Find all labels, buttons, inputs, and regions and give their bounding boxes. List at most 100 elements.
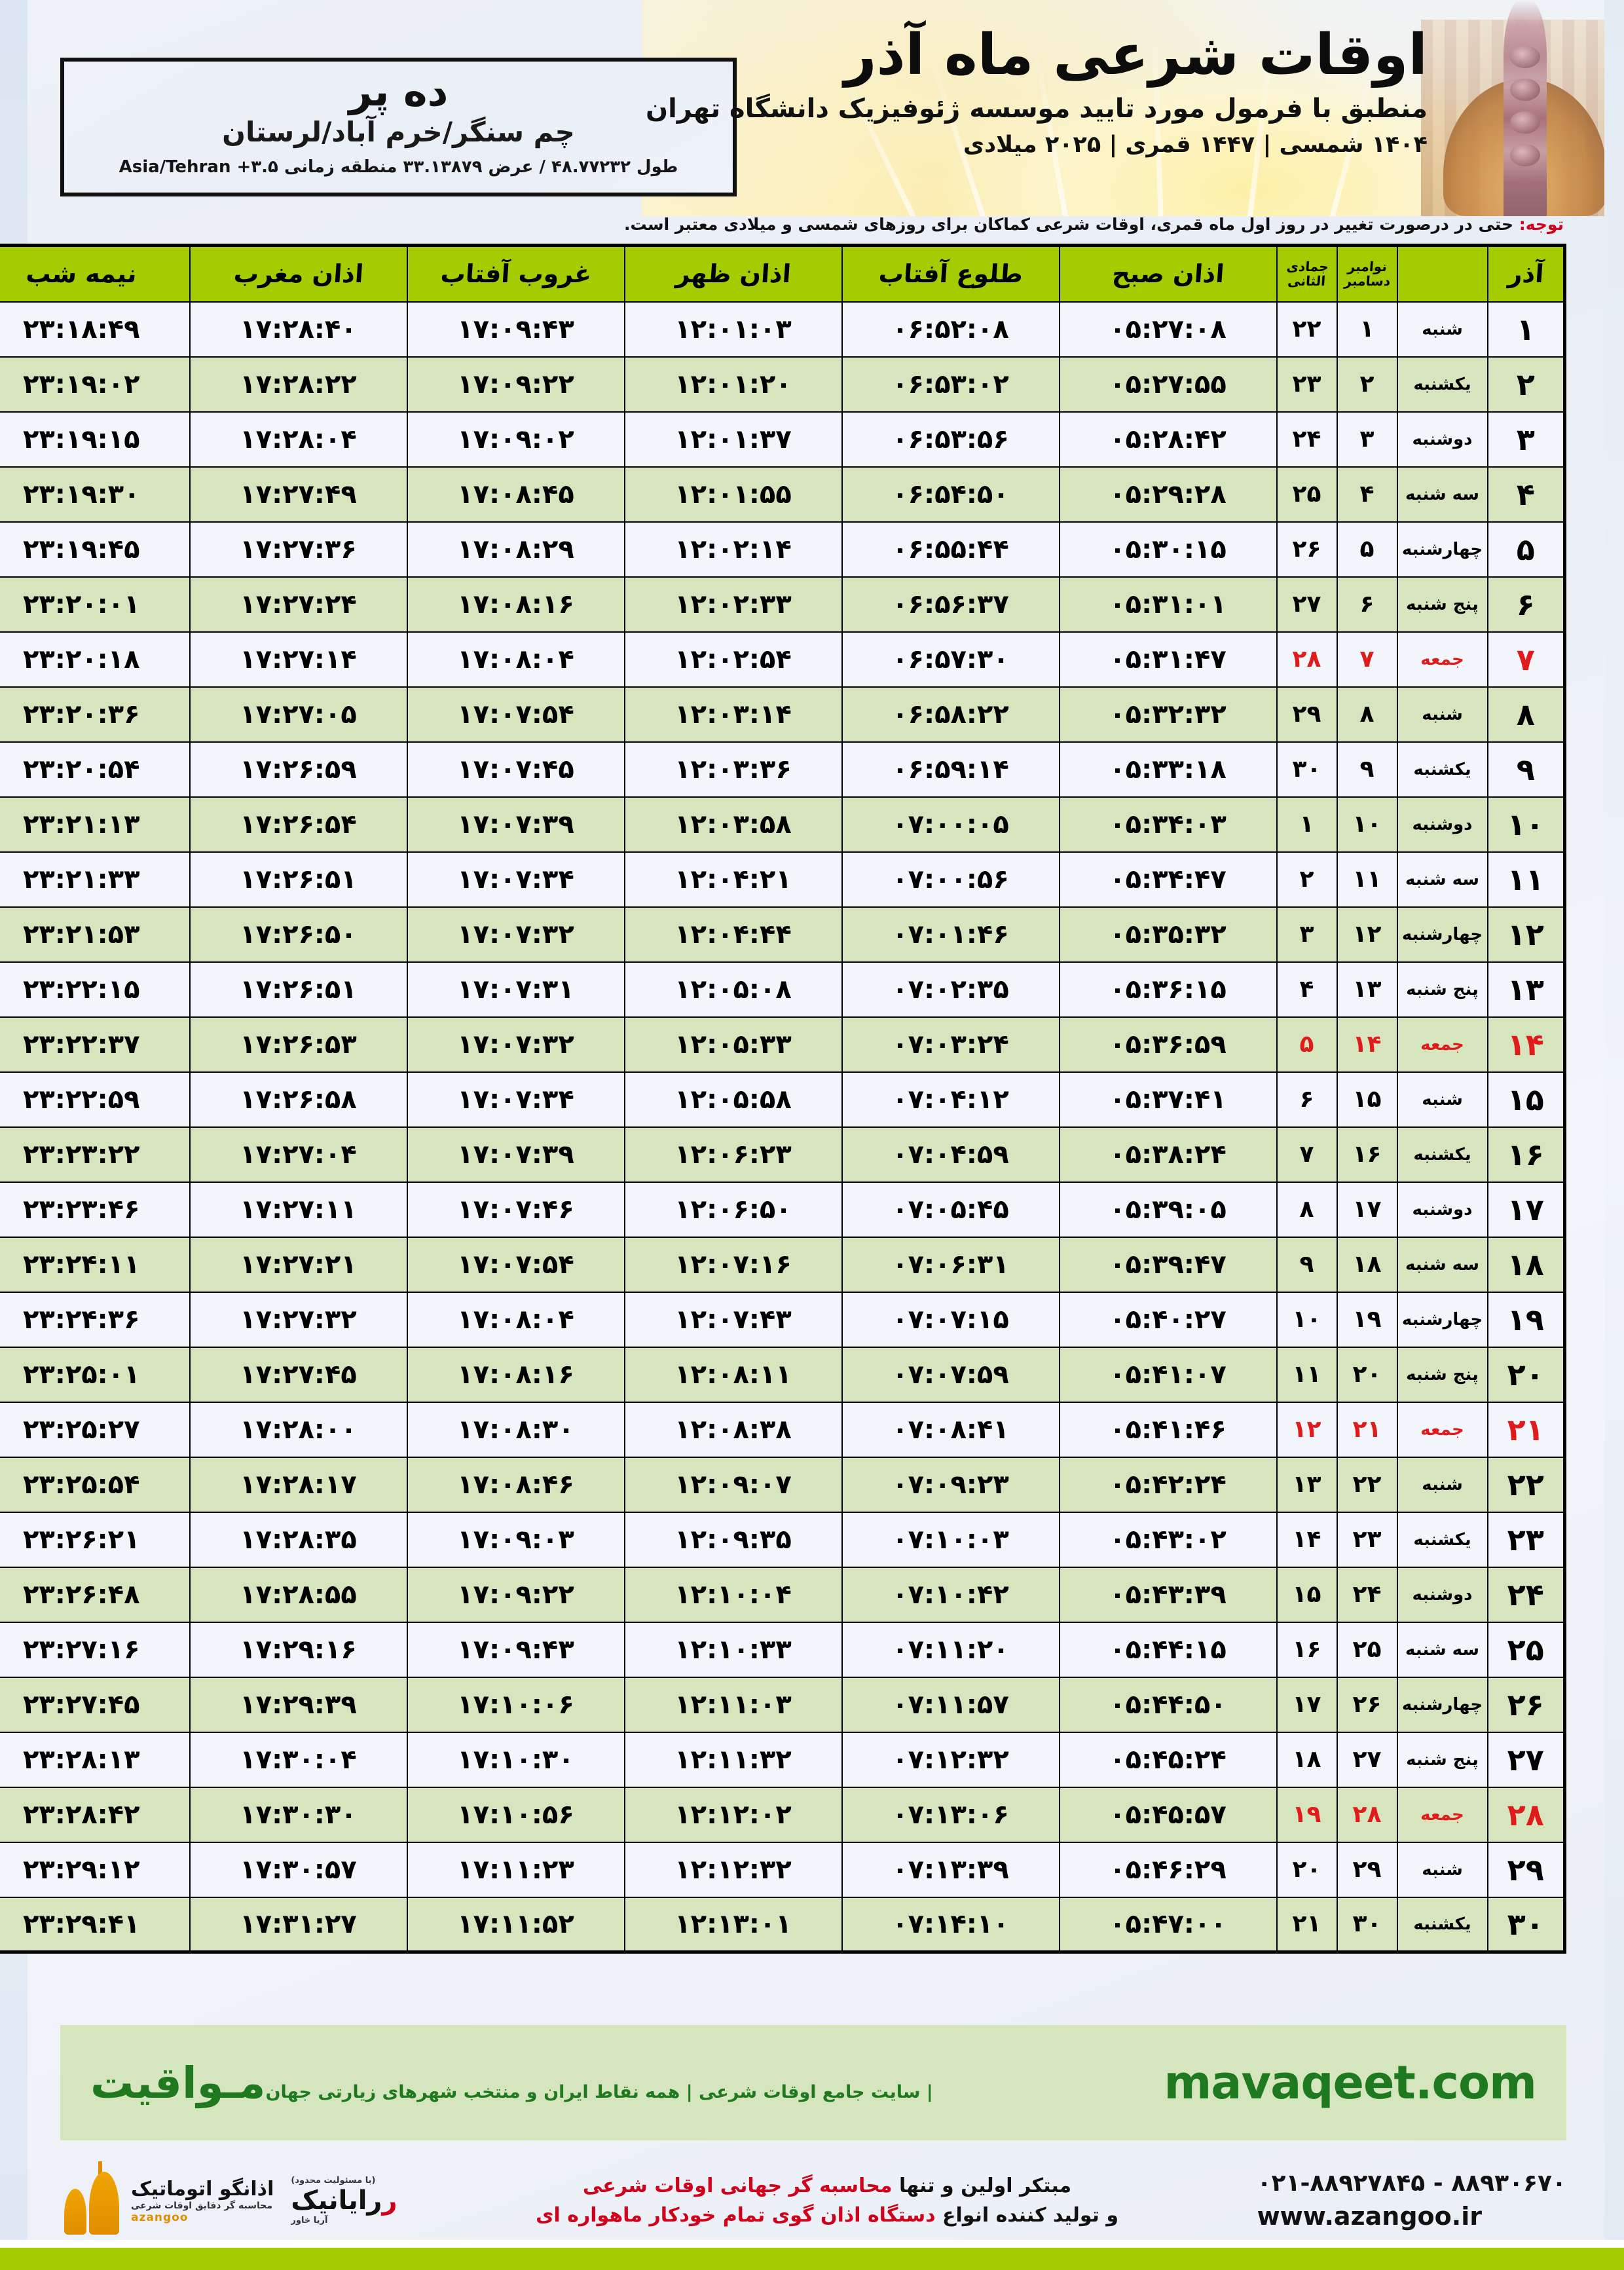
cell-sunrise: ۰۷:۱۲:۳۲ (841, 1731, 1060, 1788)
cell-hijri: ۲۲ (1276, 301, 1338, 358)
azangoo-tower-small (64, 2189, 87, 2235)
cell-sunset: ۱۷:۰۸:۱۶ (406, 1346, 625, 1403)
cell-fajr: ۰۵:۳۵:۳۲ (1058, 906, 1278, 963)
cell-sunrise: ۰۷:۰۴:۱۲ (841, 1071, 1060, 1128)
cell-weekday: شنبه (1396, 1456, 1488, 1513)
cell-hijri: ۱ (1276, 796, 1338, 853)
cell-weekday: یکشنبه (1396, 1511, 1488, 1568)
promo-block: مبتکر اولین و تنها محاسبه گر جهانی اوقات… (536, 2171, 1118, 2230)
col-header-noon-label: اذان ظهر (674, 259, 792, 289)
cell-maghrib: ۱۷:۲۸:۰۰ (189, 1401, 408, 1458)
cell-sunset: ۱۷:۰۷:۳۲ (406, 1016, 625, 1073)
cell-day: ۲۷ (1486, 1731, 1566, 1788)
cell-sunrise: ۰۷:۱۴:۱۰ (841, 1896, 1060, 1953)
rayaneek-logo-text: رایانیک (291, 2186, 382, 2216)
bottom-green-strip (0, 2248, 1624, 2270)
cell-sunset: ۱۷:۰۷:۳۴ (406, 851, 625, 908)
cell-day: ۲۵ (1486, 1621, 1566, 1678)
header-banner (0, 0, 1624, 216)
brand-domain[interactable]: mavaqeet.com (1164, 2056, 1537, 2110)
cell-weekday: شنبه (1396, 1071, 1488, 1128)
cell-fajr: ۰۵:۴۵:۲۴ (1058, 1731, 1278, 1788)
cell-day: ۲۴ (1486, 1566, 1566, 1623)
contact-website[interactable]: www.azangoo.ir (1257, 2201, 1482, 2231)
cell-day: ۲۱ (1486, 1401, 1566, 1458)
table-row: ۲۶ چهارشنبه ۲۶ ۱۷ ۰۵:۴۴:۵۰ ۰۷:۱۱:۵۷ ۱۲:۱۱:۰۳ ۱۷… (0, 1676, 1566, 1733)
cell-day: ۸ (1486, 686, 1566, 743)
cell-hijri: ۱۶ (1276, 1621, 1338, 1678)
cell-gregorian: ۱۱ (1336, 851, 1398, 908)
cell-midnight: ۲۳:۲۹:۱۲ (0, 1841, 191, 1898)
cell-midnight: ۲۳:۲۱:۵۳ (0, 906, 191, 963)
cell-midnight: ۲۳:۲۴:۳۶ (0, 1291, 191, 1348)
cell-day: ۵ (1486, 521, 1566, 578)
footer-contact-bar: ۰۲۱-۸۸۹۲۷۸۴۵ - ۸۸۹۳۰۶۷۰ www.azangoo.ir م… (60, 2155, 1566, 2246)
brand-tagline: | سایت جامع اوقات شرعی | همه نقاط ایران … (265, 2081, 933, 2102)
cell-maghrib: ۱۷:۲۹:۳۹ (189, 1676, 408, 1733)
cell-weekday: جمعه (1396, 631, 1488, 688)
cell-sunset: ۱۷:۱۰:۳۰ (406, 1731, 625, 1788)
cell-fajr: ۰۵:۲۷:۵۵ (1058, 356, 1278, 413)
cell-noon: ۱۲:۰۹:۰۷ (623, 1456, 843, 1513)
cell-gregorian: ۱۶ (1336, 1126, 1398, 1183)
cell-noon: ۱۲:۱۰:۳۳ (623, 1621, 843, 1678)
cell-sunset: ۱۷:۱۱:۵۲ (406, 1896, 625, 1953)
cell-hijri: ۳ (1276, 906, 1338, 963)
cell-midnight: ۲۳:۱۹:۰۲ (0, 356, 191, 413)
col-header-maghrib: اذان مغرب (189, 244, 408, 303)
col-header-fajr-label: اذان صبح (1111, 259, 1225, 289)
cell-maghrib: ۱۷:۲۶:۵۴ (189, 796, 408, 853)
cell-maghrib: ۱۷:۲۸:۳۵ (189, 1511, 408, 1568)
cell-sunset: ۱۷:۱۱:۲۳ (406, 1841, 625, 1898)
cell-maghrib: ۱۷:۲۷:۳۲ (189, 1291, 408, 1348)
cell-gregorian: ۲۸ (1336, 1786, 1398, 1843)
rayaneek-logo: (با مسئولیت محدود) ررایانیک آریا خاور (291, 2176, 397, 2225)
cell-maghrib: ۱۷:۲۶:۵۹ (189, 741, 408, 798)
table-row: ۱۳ پنج شنبه ۱۳ ۴ ۰۵:۳۶:۱۵ ۰۷:۰۲:۳۵ ۱۲:۰۵:۰۸ ۱۷:… (0, 961, 1566, 1018)
cell-sunset: ۱۷:۰۷:۳۹ (406, 1126, 625, 1183)
cell-weekday: یکشنبه (1396, 356, 1488, 413)
promo-line-2-red: دستگاه اذان گوی تمام خودکار ماهواره ای (536, 2204, 936, 2227)
minaret-bead (1510, 46, 1540, 68)
cell-noon: ۱۲:۱۱:۰۳ (623, 1676, 843, 1733)
cell-gregorian: ۸ (1336, 686, 1398, 743)
cell-noon: ۱۲:۰۳:۱۴ (623, 686, 843, 743)
table-row: ۵ چهارشنبه ۵ ۲۶ ۰۵:۳۰:۱۵ ۰۶:۵۵:۴۴ ۱۲:۰۲:۱۴ ۱۷:۰… (0, 521, 1566, 578)
contact-phone: ۰۲۱-۸۸۹۲۷۸۴۵ - ۸۸۹۳۰۶۷۰ (1257, 2170, 1566, 2197)
cell-sunset: ۱۷:۰۸:۲۹ (406, 521, 625, 578)
cell-noon: ۱۲:۰۳:۵۸ (623, 796, 843, 853)
cell-gregorian: ۱۹ (1336, 1291, 1398, 1348)
cell-day: ۱۶ (1486, 1126, 1566, 1183)
table-row: ۶ پنج شنبه ۶ ۲۷ ۰۵:۳۱:۰۱ ۰۶:۵۶:۳۷ ۱۲:۰۲:۳۳ ۱۷:۰… (0, 576, 1566, 633)
cell-hijri: ۲۰ (1276, 1841, 1338, 1898)
cell-sunrise: ۰۷:۰۰:۵۶ (841, 851, 1060, 908)
cell-hijri: ۱۵ (1276, 1566, 1338, 1623)
cell-noon: ۱۲:۰۵:۳۳ (623, 1016, 843, 1073)
table-row: ۳۰ یکشنبه ۳۰ ۲۱ ۰۵:۴۷:۰۰ ۰۷:۱۴:۱۰ ۱۲:۱۳:۰۱ ۱۷:۱… (0, 1896, 1566, 1953)
cell-midnight: ۲۳:۲۸:۱۳ (0, 1731, 191, 1788)
cell-weekday: جمعه (1396, 1401, 1488, 1458)
cell-gregorian: ۳ (1336, 411, 1398, 468)
cell-sunrise: ۰۶:۵۸:۲۲ (841, 686, 1060, 743)
cell-day: ۱۱ (1486, 851, 1566, 908)
cell-midnight: ۲۳:۲۰:۰۱ (0, 576, 191, 633)
cell-fajr: ۰۵:۳۸:۲۴ (1058, 1126, 1278, 1183)
promo-line-2-black: و تولید کننده انواع (935, 2204, 1118, 2227)
table-row: ۹ یکشنبه ۹ ۳۰ ۰۵:۳۳:۱۸ ۰۶:۵۹:۱۴ ۱۲:۰۳:۳۶ ۱۷:۰۷:… (0, 741, 1566, 798)
cell-sunset: ۱۷:۰۹:۲۲ (406, 356, 625, 413)
cell-maghrib: ۱۷:۲۸:۲۲ (189, 356, 408, 413)
cell-maghrib: ۱۷:۲۶:۵۱ (189, 961, 408, 1018)
cell-midnight: ۲۳:۲۶:۲۱ (0, 1511, 191, 1568)
cell-midnight: ۲۳:۲۵:۲۷ (0, 1401, 191, 1458)
cell-hijri: ۱۰ (1276, 1291, 1338, 1348)
cell-maghrib: ۱۷:۲۷:۱۱ (189, 1181, 408, 1238)
table-row: ۲۲ شنبه ۲۲ ۱۳ ۰۵:۴۲:۲۴ ۰۷:۰۹:۲۳ ۱۲:۰۹:۰۷ ۱۷:۰۸:… (0, 1456, 1566, 1513)
cell-gregorian: ۲۴ (1336, 1566, 1398, 1623)
cell-sunset: ۱۷:۰۷:۳۲ (406, 906, 625, 963)
cell-noon: ۱۲:۱۲:۰۲ (623, 1786, 843, 1843)
table-row: ۴ سه شنبه ۴ ۲۵ ۰۵:۲۹:۲۸ ۰۶:۵۴:۵۰ ۱۲:۰۱:۵۵ ۱۷:۰۸… (0, 466, 1566, 523)
cell-weekday: پنج شنبه (1396, 1731, 1488, 1788)
bottom-white-strip (0, 2240, 1624, 2248)
cell-sunset: ۱۷:۰۹:۲۲ (406, 1566, 625, 1623)
cell-weekday: شنبه (1396, 1841, 1488, 1898)
